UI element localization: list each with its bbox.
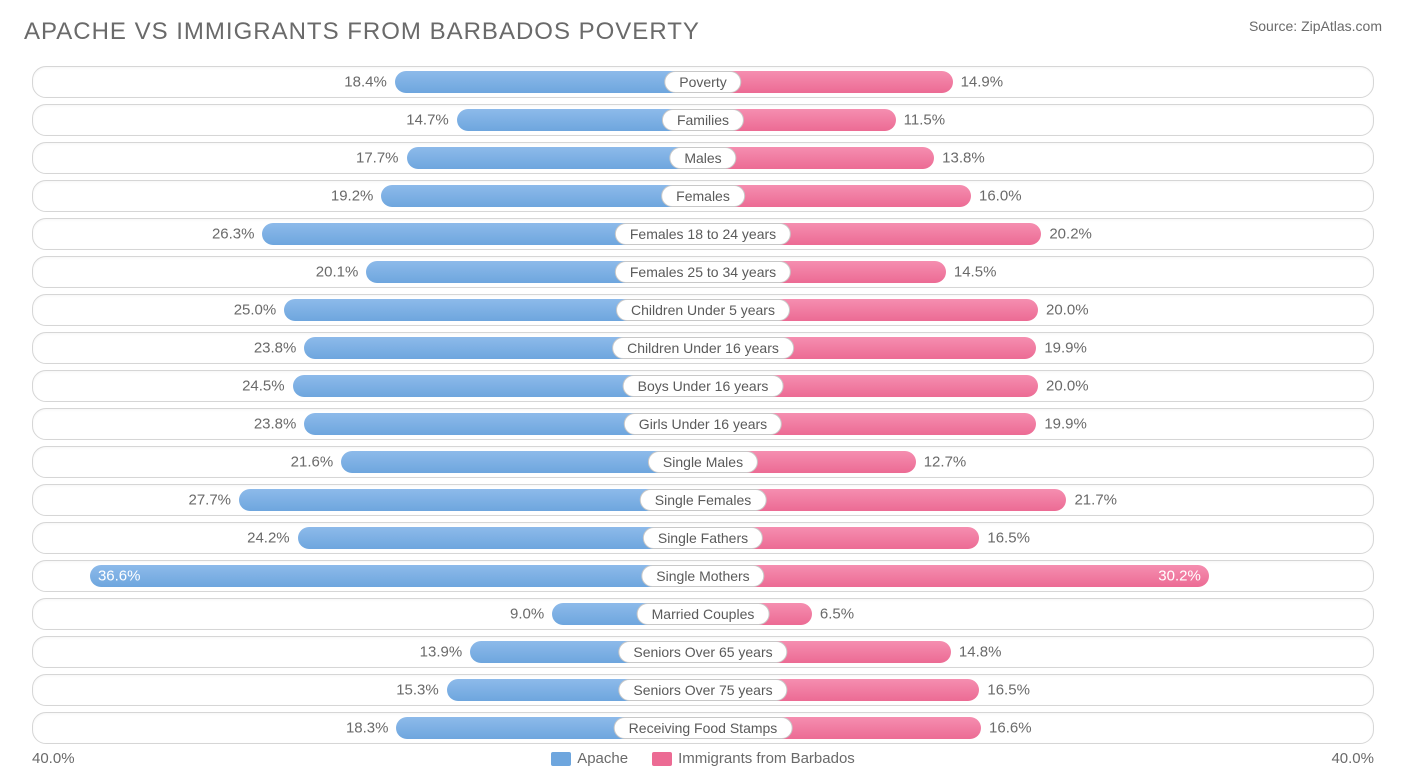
value-label-apache: 18.4%	[344, 74, 387, 91]
chart-row: 25.0% 20.0% Children Under 5 years	[32, 294, 1374, 326]
chart-row: 26.3% 20.2% Females 18 to 24 years	[32, 218, 1374, 250]
value-label-barbados: 19.9%	[1044, 416, 1087, 433]
value-label-apache: 36.6%	[98, 568, 141, 585]
chart-row: 18.4% 14.9% Poverty	[32, 66, 1374, 98]
value-label-barbados: 20.0%	[1046, 302, 1089, 319]
value-label-apache: 9.0%	[510, 606, 544, 623]
bar-apache	[239, 489, 703, 511]
category-label: Single Mothers	[641, 565, 764, 587]
value-label-apache: 23.8%	[254, 416, 297, 433]
bar-apache	[381, 185, 703, 207]
category-label: Boys Under 16 years	[623, 375, 784, 397]
value-label-apache: 17.7%	[356, 150, 399, 167]
chart-row: 27.7% 21.7% Single Females	[32, 484, 1374, 516]
category-label: Females	[661, 185, 745, 207]
category-label: Children Under 5 years	[616, 299, 790, 321]
value-label-apache: 25.0%	[234, 302, 277, 319]
legend-swatch-apache	[551, 752, 571, 766]
bar-apache	[407, 147, 703, 169]
value-label-apache: 20.1%	[316, 264, 359, 281]
value-label-barbados: 14.5%	[954, 264, 997, 281]
value-label-barbados: 13.8%	[942, 150, 985, 167]
legend: Apache Immigrants from Barbados	[551, 750, 855, 767]
value-label-barbados: 14.9%	[961, 74, 1004, 91]
value-label-barbados: 11.5%	[904, 112, 945, 129]
legend-label-barbados: Immigrants from Barbados	[678, 750, 855, 767]
value-label-apache: 19.2%	[331, 188, 374, 205]
value-label-apache: 23.8%	[254, 340, 297, 357]
chart-row: 19.2% 16.0% Females	[32, 180, 1374, 212]
value-label-barbados: 16.5%	[987, 682, 1030, 699]
value-label-apache: 27.7%	[188, 492, 231, 509]
header-row: APACHE VS IMMIGRANTS FROM BARBADOS POVER…	[24, 18, 1382, 46]
category-label: Families	[662, 109, 744, 131]
category-label: Children Under 16 years	[612, 337, 794, 359]
source-attribution: Source: ZipAtlas.com	[1249, 18, 1382, 34]
chart-row: 23.8% 19.9% Children Under 16 years	[32, 332, 1374, 364]
value-label-apache: 24.5%	[242, 378, 285, 395]
legend-item-apache: Apache	[551, 750, 628, 767]
bar-barbados	[703, 147, 934, 169]
chart-row: 15.3% 16.5% Seniors Over 75 years	[32, 674, 1374, 706]
value-label-barbados: 19.9%	[1044, 340, 1087, 357]
category-label: Females 18 to 24 years	[615, 223, 791, 245]
value-label-apache: 15.3%	[396, 682, 439, 699]
value-label-barbados: 12.7%	[924, 454, 967, 471]
value-label-barbados: 16.0%	[979, 188, 1022, 205]
axis-legend-row: 40.0% Apache Immigrants from Barbados 40…	[32, 750, 1374, 767]
bar-barbados	[703, 565, 1209, 587]
bar-apache	[395, 71, 703, 93]
legend-label-apache: Apache	[577, 750, 628, 767]
chart-row: 23.8% 19.9% Girls Under 16 years	[32, 408, 1374, 440]
chart-row: 20.1% 14.5% Females 25 to 34 years	[32, 256, 1374, 288]
chart-row: 24.5% 20.0% Boys Under 16 years	[32, 370, 1374, 402]
value-label-apache: 14.7%	[406, 112, 449, 129]
category-label: Poverty	[664, 71, 741, 93]
axis-max-right: 40.0%	[1331, 750, 1374, 767]
value-label-barbados: 20.2%	[1049, 226, 1092, 243]
value-label-apache: 24.2%	[247, 530, 290, 547]
category-label: Seniors Over 75 years	[618, 679, 787, 701]
category-label: Females 25 to 34 years	[615, 261, 791, 283]
value-label-apache: 13.9%	[420, 644, 463, 661]
chart-row: 17.7% 13.8% Males	[32, 142, 1374, 174]
value-label-barbados: 14.8%	[959, 644, 1002, 661]
value-label-barbados: 21.7%	[1074, 492, 1117, 509]
value-label-apache: 21.6%	[291, 454, 334, 471]
category-label: Receiving Food Stamps	[614, 717, 793, 739]
category-label: Girls Under 16 years	[624, 413, 782, 435]
category-label: Seniors Over 65 years	[618, 641, 787, 663]
bar-apache	[90, 565, 703, 587]
chart-row: 14.7% 11.5% Families	[32, 104, 1374, 136]
legend-swatch-barbados	[652, 752, 672, 766]
chart-row: 24.2% 16.5% Single Fathers	[32, 522, 1374, 554]
category-label: Males	[669, 147, 736, 169]
category-label: Single Males	[648, 451, 758, 473]
chart-row: 21.6% 12.7% Single Males	[32, 446, 1374, 478]
category-label: Married Couples	[637, 603, 770, 625]
value-label-apache: 18.3%	[346, 720, 389, 737]
value-label-barbados: 30.2%	[1158, 568, 1201, 585]
value-label-barbados: 20.0%	[1046, 378, 1089, 395]
value-label-barbados: 16.6%	[989, 720, 1032, 737]
chart-row: 18.3% 16.6% Receiving Food Stamps	[32, 712, 1374, 744]
axis-max-left: 40.0%	[32, 750, 75, 767]
chart-row: 13.9% 14.8% Seniors Over 65 years	[32, 636, 1374, 668]
value-label-barbados: 16.5%	[987, 530, 1030, 547]
chart-container: APACHE VS IMMIGRANTS FROM BARBADOS POVER…	[0, 0, 1406, 758]
chart-area: 18.4% 14.9% Poverty 14.7% 11.5% Families 17.7%…	[32, 66, 1374, 744]
category-label: Single Fathers	[643, 527, 763, 549]
value-label-barbados: 6.5%	[820, 606, 854, 623]
chart-row: 9.0% 6.5% Married Couples	[32, 598, 1374, 630]
legend-item-barbados: Immigrants from Barbados	[652, 750, 855, 767]
category-label: Single Females	[640, 489, 767, 511]
chart-title: APACHE VS IMMIGRANTS FROM BARBADOS POVER…	[24, 18, 700, 46]
chart-row: 36.6% 30.2% Single Mothers	[32, 560, 1374, 592]
value-label-apache: 26.3%	[212, 226, 255, 243]
